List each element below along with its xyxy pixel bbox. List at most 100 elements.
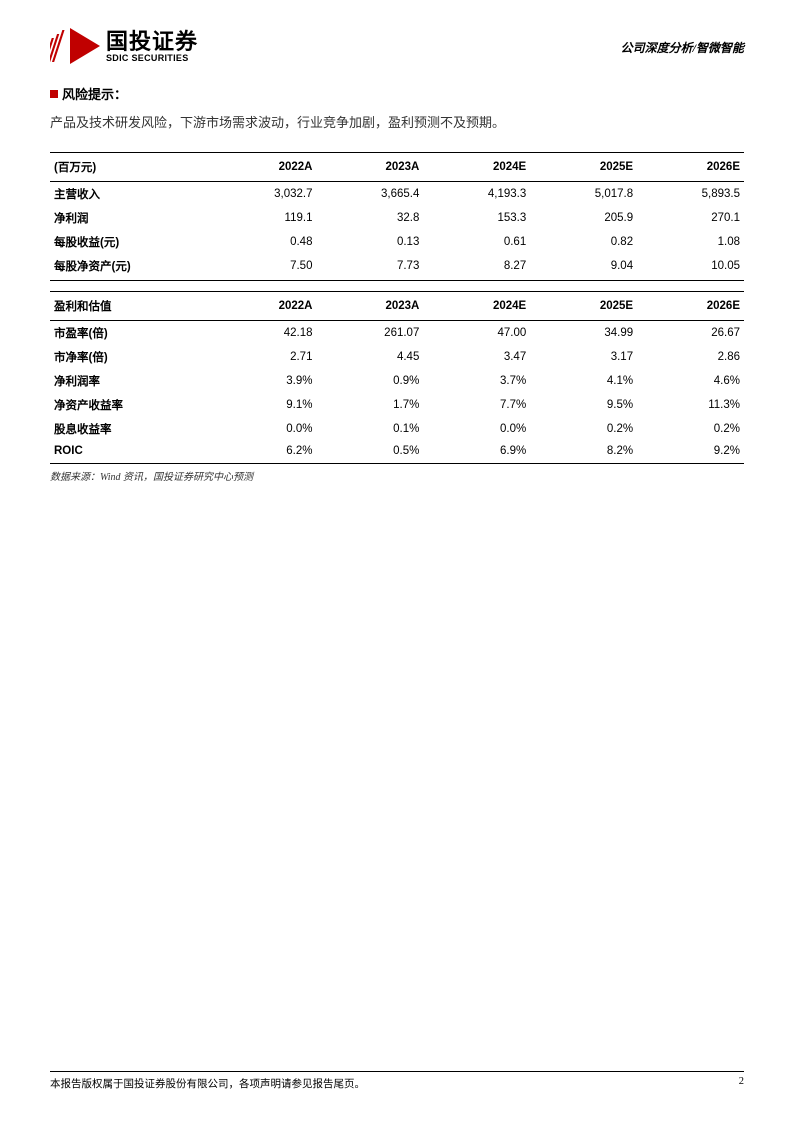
table-row: 净资产收益率9.1%1.7%7.7%9.5%11.3% xyxy=(50,393,744,417)
page-footer: 本报告版权属于国投证券股份有限公司，各项声明请参见报告尾页。 2 xyxy=(50,1071,744,1091)
bullet-icon xyxy=(50,90,58,98)
row-value: 9.04 xyxy=(530,254,637,280)
row-value: 3.9% xyxy=(210,369,317,393)
row-value: 0.61 xyxy=(423,230,530,254)
row-value: 34.99 xyxy=(530,321,637,346)
row-value: 3.17 xyxy=(530,345,637,369)
table-row: 净利润率3.9%0.9%3.7%4.1%4.6% xyxy=(50,369,744,393)
row-value: 9.1% xyxy=(210,393,317,417)
row-value: 3,665.4 xyxy=(316,182,423,207)
row-value: 0.5% xyxy=(316,441,423,463)
row-value: 5,893.5 xyxy=(637,182,744,207)
table-row: 市盈率(倍)42.18261.0747.0034.9926.67 xyxy=(50,321,744,346)
row-value: 7.7% xyxy=(423,393,530,417)
risk-title: 风险提示： xyxy=(50,84,744,103)
row-label: 每股收益(元) xyxy=(50,230,210,254)
row-value: 32.8 xyxy=(316,206,423,230)
table-row: 股息收益率0.0%0.1%0.0%0.2%0.2% xyxy=(50,417,744,441)
header-breadcrumb: 公司深度分析/智微智能 xyxy=(621,39,744,56)
row-value: 5,017.8 xyxy=(530,182,637,207)
source-note: 数据来源：Wind 资讯，国投证券研究中心预测 xyxy=(50,468,744,483)
table-2: 盈利和估值 2022A 2023A 2024E 2025E 2026E 市盈率(… xyxy=(50,291,744,463)
row-value: 7.50 xyxy=(210,254,317,280)
table-row: ROIC6.2%0.5%6.9%8.2%9.2% xyxy=(50,441,744,463)
table-1-col-0: 2022A xyxy=(210,153,317,182)
row-value: 11.3% xyxy=(637,393,744,417)
row-value: 0.13 xyxy=(316,230,423,254)
table-2-header: 盈利和估值 2022A 2023A 2024E 2025E 2026E xyxy=(50,292,744,321)
row-value: 9.2% xyxy=(637,441,744,463)
table-2-col-4: 2026E xyxy=(637,292,744,321)
table-1-col-2: 2024E xyxy=(423,153,530,182)
row-value: 0.82 xyxy=(530,230,637,254)
table-row: 每股净资产(元)7.507.738.279.0410.05 xyxy=(50,254,744,280)
logo-text-en: SDIC SECURITIES xyxy=(106,54,198,64)
table-row: 主营收入3,032.73,665.44,193.35,017.85,893.5 xyxy=(50,182,744,207)
row-value: 0.2% xyxy=(530,417,637,441)
row-label: 市盈率(倍) xyxy=(50,321,210,346)
row-value: 0.9% xyxy=(316,369,423,393)
row-label: 每股净资产(元) xyxy=(50,254,210,280)
row-value: 6.2% xyxy=(210,441,317,463)
table-1-col-4: 2026E xyxy=(637,153,744,182)
logo-text-cn: 国投证券 xyxy=(106,30,198,54)
table-2-header-label: 盈利和估值 xyxy=(50,292,210,321)
row-value: 4.6% xyxy=(637,369,744,393)
row-value: 26.67 xyxy=(637,321,744,346)
table-row: 净利润119.132.8153.3205.9270.1 xyxy=(50,206,744,230)
table-2-col-1: 2023A xyxy=(316,292,423,321)
financials-table-2: 盈利和估值 2022A 2023A 2024E 2025E 2026E 市盈率(… xyxy=(50,291,744,464)
row-label: 净利润率 xyxy=(50,369,210,393)
table-1-header: (百万元) 2022A 2023A 2024E 2025E 2026E xyxy=(50,153,744,182)
row-label: 净利润 xyxy=(50,206,210,230)
row-value: 42.18 xyxy=(210,321,317,346)
row-value: 2.71 xyxy=(210,345,317,369)
table-row: 市净率(倍)2.714.453.473.172.86 xyxy=(50,345,744,369)
logo-text: 国投证券 SDIC SECURITIES xyxy=(106,30,198,64)
logo: 国投证券 SDIC SECURITIES xyxy=(50,28,198,66)
row-value: 2.86 xyxy=(637,345,744,369)
row-label: 市净率(倍) xyxy=(50,345,210,369)
row-label: 净资产收益率 xyxy=(50,393,210,417)
row-value: 47.00 xyxy=(423,321,530,346)
row-value: 0.2% xyxy=(637,417,744,441)
footer-page-number: 2 xyxy=(739,1076,744,1091)
row-value: 7.73 xyxy=(316,254,423,280)
row-value: 3,032.7 xyxy=(210,182,317,207)
table-1-header-label: (百万元) xyxy=(50,153,210,182)
row-value: 261.07 xyxy=(316,321,423,346)
table-1: (百万元) 2022A 2023A 2024E 2025E 2026E 主营收入… xyxy=(50,152,744,280)
table-2-col-0: 2022A xyxy=(210,292,317,321)
row-value: 205.9 xyxy=(530,206,637,230)
table-2-col-3: 2025E xyxy=(530,292,637,321)
risk-title-text: 风险提示： xyxy=(62,87,127,102)
row-value: 8.27 xyxy=(423,254,530,280)
row-label: ROIC xyxy=(50,441,210,463)
row-value: 8.2% xyxy=(530,441,637,463)
row-value: 270.1 xyxy=(637,206,744,230)
row-value: 1.7% xyxy=(316,393,423,417)
row-value: 9.5% xyxy=(530,393,637,417)
row-value: 119.1 xyxy=(210,206,317,230)
row-value: 4,193.3 xyxy=(423,182,530,207)
table-1-col-1: 2023A xyxy=(316,153,423,182)
row-value: 0.0% xyxy=(423,417,530,441)
table-row: 每股收益(元)0.480.130.610.821.08 xyxy=(50,230,744,254)
row-label: 主营收入 xyxy=(50,182,210,207)
footer-left: 本报告版权属于国投证券股份有限公司，各项声明请参见报告尾页。 xyxy=(50,1076,365,1091)
row-value: 153.3 xyxy=(423,206,530,230)
row-value: 4.45 xyxy=(316,345,423,369)
row-value: 1.08 xyxy=(637,230,744,254)
row-label: 股息收益率 xyxy=(50,417,210,441)
risk-body: 产品及技术研发风险，下游市场需求波动，行业竞争加剧，盈利预测不及预期。 xyxy=(50,111,744,134)
table-2-col-2: 2024E xyxy=(423,292,530,321)
row-value: 3.47 xyxy=(423,345,530,369)
page-header: 国投证券 SDIC SECURITIES 公司深度分析/智微智能 xyxy=(50,28,744,66)
row-value: 0.0% xyxy=(210,417,317,441)
financials-table-1: (百万元) 2022A 2023A 2024E 2025E 2026E 主营收入… xyxy=(50,152,744,281)
row-value: 0.48 xyxy=(210,230,317,254)
row-value: 3.7% xyxy=(423,369,530,393)
row-value: 6.9% xyxy=(423,441,530,463)
row-value: 0.1% xyxy=(316,417,423,441)
row-value: 4.1% xyxy=(530,369,637,393)
